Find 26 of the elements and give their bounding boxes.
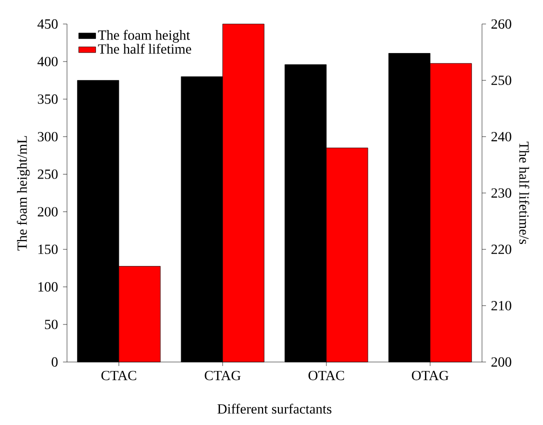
y2-axis-title: The half lifetime/s <box>519 142 530 244</box>
y2-tick-label: 250 <box>491 76 512 86</box>
x-axis-title: Different surfactants <box>218 404 332 414</box>
y-tick-label: 300 <box>38 132 58 142</box>
y2-tick-label: 260 <box>491 19 512 29</box>
y-tick-label: 0 <box>52 357 58 367</box>
x-tick-label: CTAG <box>204 370 241 380</box>
y2-tick-label: 220 <box>491 244 512 254</box>
y-tick-label: 350 <box>38 94 58 104</box>
y2-tick-label: 200 <box>491 357 512 367</box>
y-tick-label: 100 <box>38 282 58 292</box>
y-tick-label: 50 <box>45 320 58 330</box>
y-tick-label: 200 <box>38 207 58 216</box>
y-tick-label: 450 <box>37 19 58 29</box>
legend-label: The foam height <box>98 30 190 43</box>
x-tick-label: CTAC <box>101 370 136 380</box>
x-tick-label: OTAC <box>308 370 344 380</box>
y2-tick-label: 210 <box>491 300 512 310</box>
y-tick-label: 400 <box>37 56 58 66</box>
y2-tick-label: 230 <box>491 188 512 198</box>
x-tick-label: OTAG <box>412 370 449 380</box>
y-tick-label: 150 <box>38 244 58 254</box>
y2-tick-label: 240 <box>491 132 512 142</box>
y-tick-label: 250 <box>38 170 58 179</box>
legend-label: The half lifetime <box>98 44 192 54</box>
y-axis-title: The foam height/mL <box>16 136 30 250</box>
